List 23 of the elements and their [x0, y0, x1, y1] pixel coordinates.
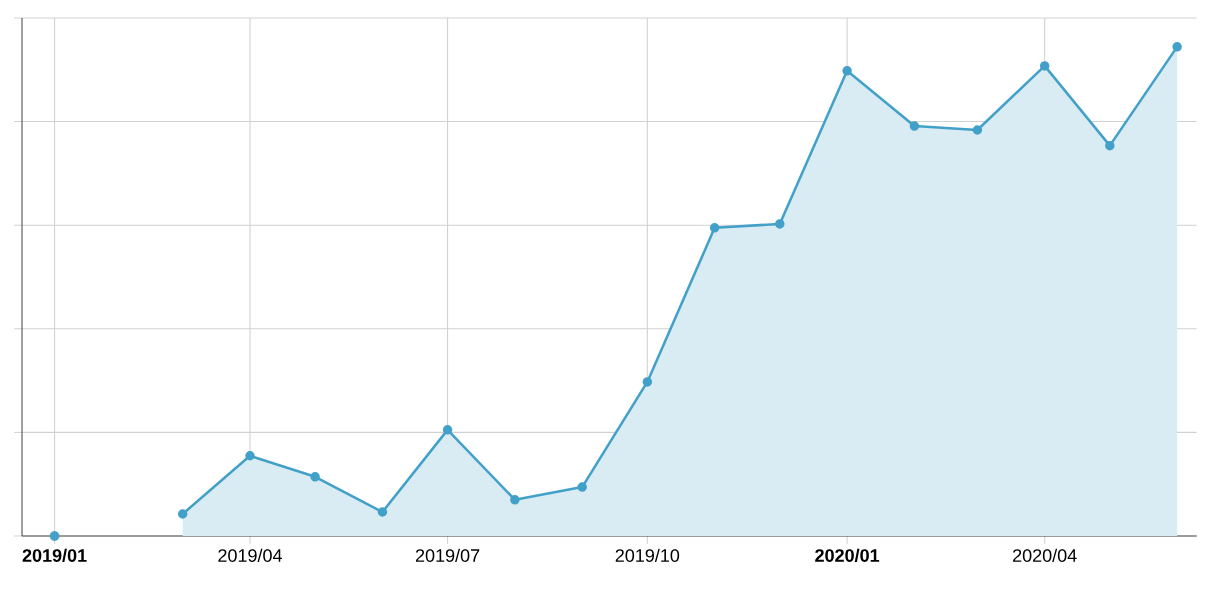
point [177, 509, 188, 519]
point [1105, 140, 1115, 151]
point [642, 377, 653, 387]
point [842, 66, 852, 76]
point [775, 219, 785, 229]
point [310, 472, 320, 482]
x-tick-label: 2020/01 [815, 548, 880, 563]
point [709, 223, 720, 233]
x-tick-label: 2019/07 [415, 548, 480, 562]
point [1039, 61, 1050, 71]
point [972, 125, 983, 135]
point [442, 425, 453, 435]
point [245, 451, 255, 461]
x-tick-label: 2020/04 [1013, 548, 1077, 562]
point [510, 495, 520, 505]
point [577, 482, 587, 492]
x-tick-label: 2019/10 [615, 548, 680, 562]
point [1172, 42, 1182, 52]
x-tick-label: 2019/01 [22, 548, 87, 563]
point [377, 507, 388, 517]
point [909, 121, 920, 131]
x-tick-label: 2019/04 [218, 548, 282, 562]
point [49, 531, 60, 541]
